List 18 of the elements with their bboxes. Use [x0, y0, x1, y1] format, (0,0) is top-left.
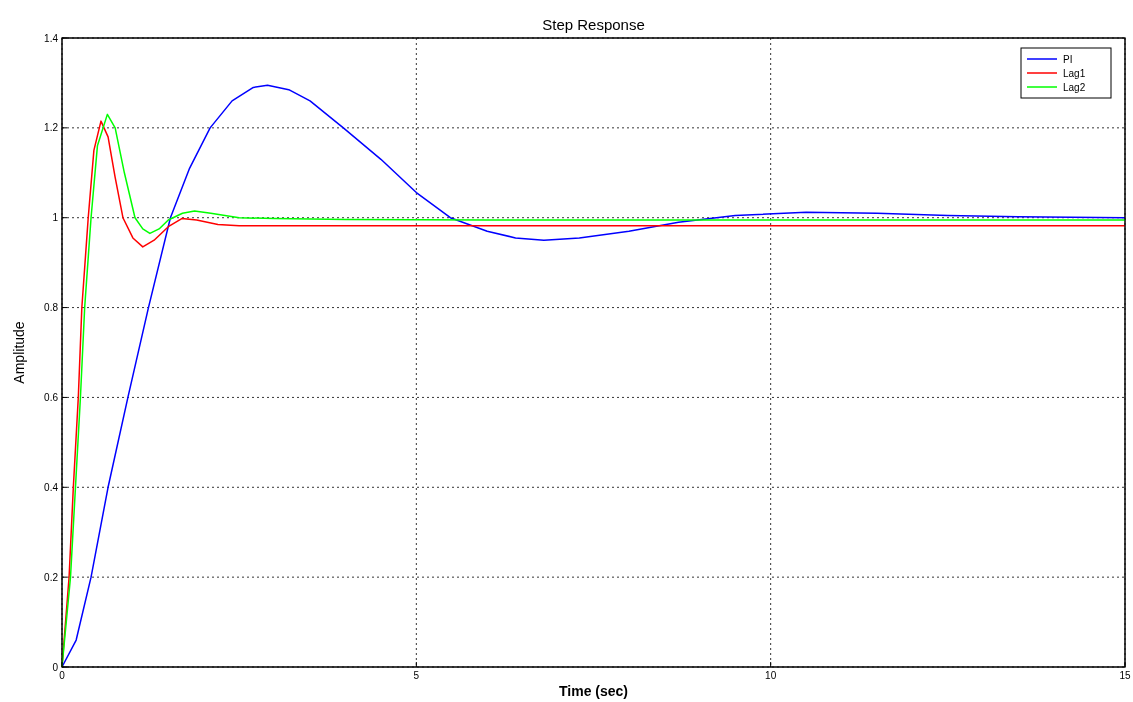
chart-title: Step Response: [542, 16, 645, 33]
legend-label: PI: [1063, 53, 1073, 65]
x-tick-label: 0: [59, 670, 66, 681]
y-tick-label: 0.6: [44, 391, 59, 403]
x-axis-title: Time (sec): [559, 683, 628, 699]
x-tick-label: 10: [765, 670, 777, 681]
y-tick-label: 1: [52, 212, 59, 224]
y-tick-label: 1.2: [44, 122, 59, 134]
legend-label: Lag1: [1063, 67, 1086, 79]
y-tick-label: 0.2: [44, 571, 59, 583]
y-tick-label: 0.8: [44, 302, 59, 314]
y-tick-label: 0.4: [44, 481, 59, 493]
y-tick-label: 1.4: [44, 32, 59, 44]
x-tick-label: 15: [1119, 670, 1131, 681]
legend-label: Lag2: [1063, 81, 1086, 93]
y-tick-label: 0: [52, 661, 59, 673]
x-tick-label: 5: [413, 670, 420, 681]
y-axis-title: Amplitude: [11, 321, 27, 384]
